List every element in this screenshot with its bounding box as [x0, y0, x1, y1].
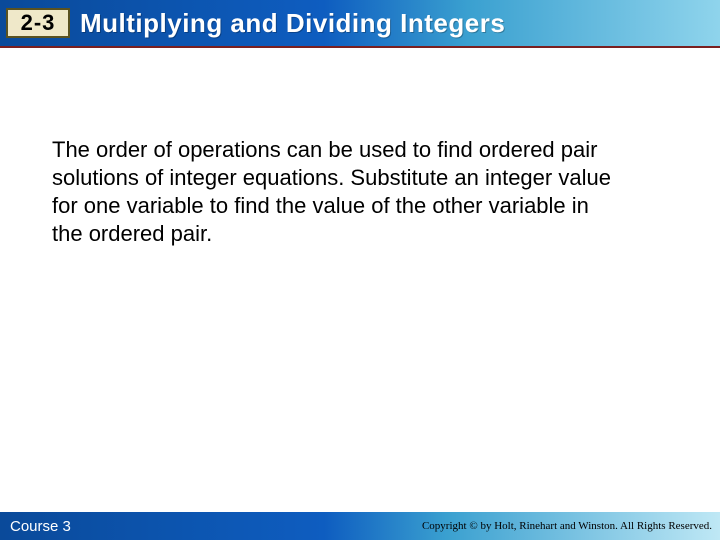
- section-number-badge: 2-3: [6, 8, 70, 38]
- body-text: The order of operations can be used to f…: [52, 136, 612, 249]
- slide-title: Multiplying and Dividing Integers: [80, 8, 505, 39]
- course-label: Course 3: [10, 518, 71, 535]
- footer-bar: Course 3 Copyright © by Holt, Rinehart a…: [0, 512, 720, 540]
- copyright-text: Copyright © by Holt, Rinehart and Winsto…: [422, 520, 712, 532]
- section-number: 2-3: [21, 10, 56, 36]
- slide: 2-3 Multiplying and Dividing Integers Th…: [0, 0, 720, 540]
- header-bar: 2-3 Multiplying and Dividing Integers: [0, 0, 720, 48]
